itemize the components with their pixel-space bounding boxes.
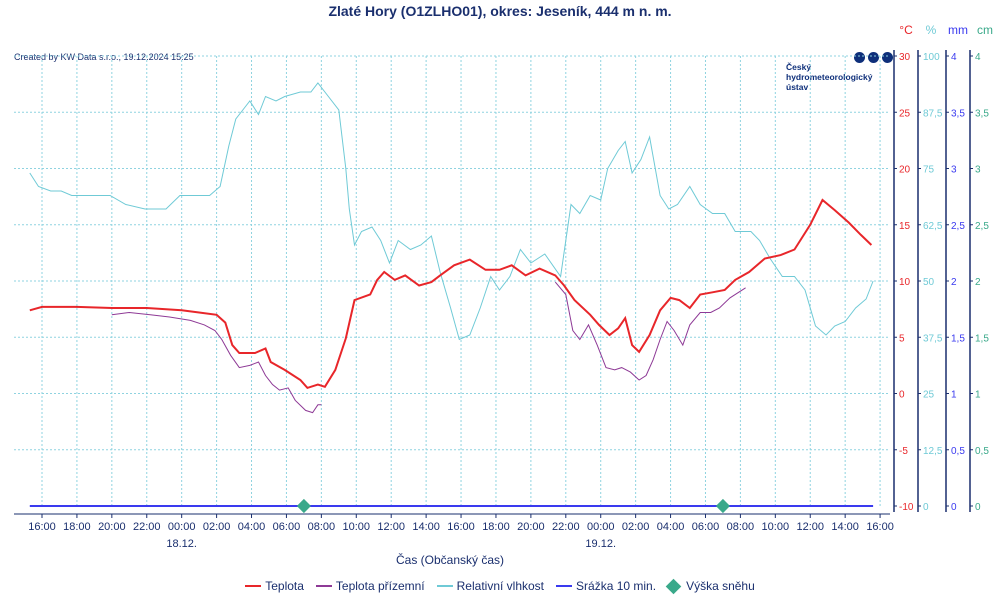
y-tick-label: 2 xyxy=(975,277,981,288)
snow-depth-marker xyxy=(296,498,311,514)
x-tick-label: 06:00 xyxy=(692,521,720,533)
y-axis-unit: cm xyxy=(977,23,993,37)
y-tick-label: 10 xyxy=(899,277,911,288)
y-tick-label: 50 xyxy=(923,277,935,288)
legend: Teplota Teplota přízemní Relativní vlhko… xyxy=(0,578,1000,594)
y-tick-label: 3,5 xyxy=(951,108,965,119)
y-axis-unit: mm xyxy=(948,23,968,37)
created-by-note: Created by KW Data s.r.o., 19.12.2024 15… xyxy=(14,52,194,62)
y-tick-label: 0,5 xyxy=(951,446,965,457)
y-tick-label: 25 xyxy=(923,390,935,401)
y-tick-label: 0 xyxy=(951,502,957,513)
y-tick-label: 2 xyxy=(951,277,957,288)
y-tick-label: -10 xyxy=(899,502,914,513)
x-tick-label: 16:00 xyxy=(866,521,894,533)
y-tick-label: 1 xyxy=(975,390,981,401)
x-tick-label: 14:00 xyxy=(412,521,440,533)
x-tick-label: 10:00 xyxy=(343,521,371,533)
x-tick-label: 18:00 xyxy=(482,521,510,533)
date-label: 19.12. xyxy=(585,538,616,550)
x-tick-label: 22:00 xyxy=(133,521,161,533)
legend-item-ground-temp[interactable]: Teplota přízemní xyxy=(315,579,425,593)
y-tick-label: 15 xyxy=(899,221,911,232)
legend-item-snow[interactable]: Výška sněhu xyxy=(665,578,755,594)
logo-circles-icon xyxy=(854,52,893,63)
y-tick-label: 37,5 xyxy=(923,333,943,344)
x-tick-label: 22:00 xyxy=(552,521,580,533)
snow-diamond-icon xyxy=(665,578,682,594)
x-tick-label: 08:00 xyxy=(727,521,755,533)
legend-swatch-precip xyxy=(556,585,573,587)
x-tick-label: 02:00 xyxy=(622,521,650,533)
y-tick-label: 5 xyxy=(899,333,905,344)
x-tick-label: 12:00 xyxy=(796,521,824,533)
humidity-line xyxy=(29,82,874,341)
legend-swatch-ground xyxy=(315,585,332,587)
logo-text-line3: ústav xyxy=(786,82,809,92)
legend-swatch-humidity xyxy=(436,585,453,587)
x-tick-label: 02:00 xyxy=(203,521,231,533)
y-tick-label: 2,5 xyxy=(951,221,965,232)
y-tick-label: 1 xyxy=(951,390,957,401)
y-axis-unit: °C xyxy=(899,23,913,37)
y-tick-label: 25 xyxy=(899,108,911,119)
chart-title: Zlaté Hory (O1ZLHO01), okres: Jeseník, 4… xyxy=(328,3,672,19)
logo-text-line2: hydrometeorologický xyxy=(786,72,873,82)
y-tick-label: 62,5 xyxy=(923,221,943,232)
x-tick-label: 16:00 xyxy=(28,521,56,533)
y-tick-label: 0 xyxy=(923,502,929,513)
x-tick-label: 04:00 xyxy=(238,521,266,533)
legend-item-humidity[interactable]: Relativní vlhkost xyxy=(436,579,545,593)
temperature-line xyxy=(29,198,873,390)
legend-label: Srážka 10 min. xyxy=(576,579,657,593)
x-tick-label: 20:00 xyxy=(98,521,126,533)
legend-label: Teplota xyxy=(265,579,304,593)
date-label: 18.12. xyxy=(166,538,197,550)
legend-label: Teplota přízemní xyxy=(335,579,425,593)
y-tick-label: 2,5 xyxy=(975,221,989,232)
legend-swatch-temp xyxy=(245,585,262,587)
x-tick-label: 00:00 xyxy=(587,521,615,533)
x-tick-label: 16:00 xyxy=(447,521,475,533)
legend-item-precip[interactable]: Srážka 10 min. xyxy=(556,579,656,593)
x-tick-label: 04:00 xyxy=(657,521,685,533)
y-tick-label: 1,5 xyxy=(951,333,965,344)
y-tick-label: 3 xyxy=(975,165,981,176)
y-tick-label: -5 xyxy=(899,446,908,457)
y-tick-label: 1,5 xyxy=(975,333,989,344)
y-tick-label: 30 xyxy=(899,52,911,63)
y-tick-label: 0 xyxy=(899,390,905,401)
y-tick-label: 87,5 xyxy=(923,108,943,119)
legend-label: Výška sněhu xyxy=(686,579,755,593)
y-tick-label: 75 xyxy=(923,165,935,176)
x-tick-label: 14:00 xyxy=(831,521,859,533)
y-tick-label: 100 xyxy=(923,52,940,63)
x-tick-label: 06:00 xyxy=(273,521,301,533)
ground-temp-line xyxy=(554,281,746,381)
legend-label: Relativní vlhkost xyxy=(456,579,545,593)
y-tick-label: 12,5 xyxy=(923,446,943,457)
ground-temp-line xyxy=(111,311,322,414)
x-tick-label: 10:00 xyxy=(762,521,790,533)
y-tick-label: 3,5 xyxy=(975,108,989,119)
x-tick-label: 20:00 xyxy=(517,521,545,533)
y-tick-label: 4 xyxy=(975,52,981,63)
y-tick-label: 20 xyxy=(899,165,911,176)
y-tick-label: 4 xyxy=(951,52,957,63)
x-axis-title: Čas (Občanský čas) xyxy=(396,552,504,567)
y-tick-label: 3 xyxy=(951,165,957,176)
x-tick-label: 08:00 xyxy=(308,521,336,533)
y-tick-label: 0 xyxy=(975,502,981,513)
legend-item-temp[interactable]: Teplota xyxy=(245,579,304,593)
x-tick-label: 12:00 xyxy=(377,521,405,533)
x-tick-label: 00:00 xyxy=(168,521,196,533)
logo-text-line1: Český xyxy=(786,62,812,72)
y-axis-unit: % xyxy=(926,23,937,37)
snow-depth-marker xyxy=(715,498,731,514)
x-tick-label: 18:00 xyxy=(63,521,91,533)
y-tick-label: 0,5 xyxy=(975,446,989,457)
